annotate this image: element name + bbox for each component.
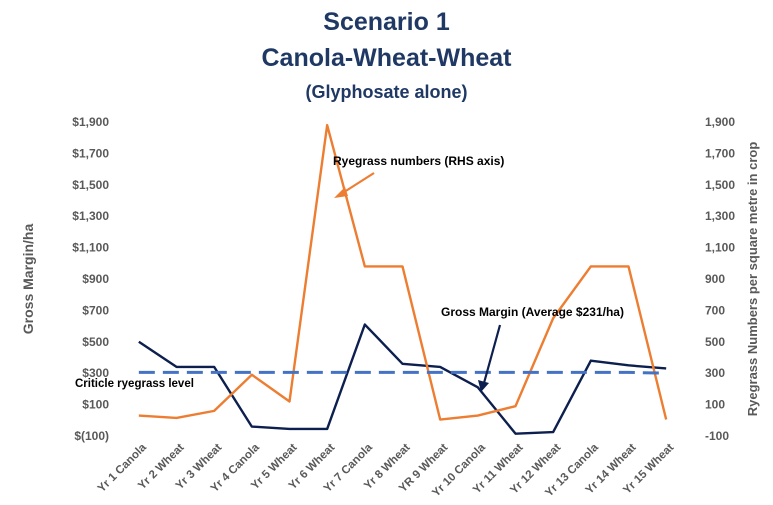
- right-tick-label: 1,700: [705, 146, 735, 160]
- gross-margin-annotation-label: Gross Margin (Average $231/ha): [441, 305, 624, 319]
- gross-margin-annotation-arrow-line: [482, 324, 502, 384]
- ryegrass-annotation-label: Ryegrass numbers (RHS axis): [333, 154, 504, 168]
- ryegrass-numbers-line: [138, 123, 668, 421]
- right-tick-label: 100: [705, 398, 725, 412]
- critical-level-label: Criticle ryegrass level: [75, 378, 194, 390]
- right-tick-label: 300: [705, 366, 725, 380]
- left-tick-label: $700: [82, 303, 109, 317]
- left-axis-title: Gross Margin/ha: [20, 224, 36, 335]
- chart-title-line-2: Canola-Wheat-Wheat: [261, 44, 512, 72]
- left-tick-label: $1,500: [72, 178, 109, 192]
- left-tick-label: $100: [82, 398, 109, 412]
- left-tick-label: $300: [82, 366, 109, 380]
- right-tick-label: 700: [705, 303, 725, 317]
- criticle-ryegrass-level-line: [138, 370, 667, 375]
- right-axis-title: Ryegrass Numbers per square metre in cro…: [745, 142, 760, 417]
- left-tick-label: $(100): [74, 429, 109, 443]
- right-tick-label: -100: [705, 429, 729, 443]
- left-tick-label: $1,300: [72, 209, 109, 223]
- right-tick-label: 500: [705, 335, 725, 349]
- right-tick-label: 1,100: [705, 241, 735, 255]
- right-tick-label: 1,300: [705, 209, 735, 223]
- left-tick-label: $1,700: [72, 146, 109, 160]
- right-tick-label: 1,900: [705, 115, 735, 129]
- left-tick-label: $500: [82, 335, 109, 349]
- left-tick-label: $1,100: [72, 241, 109, 255]
- chart-title-line-1: Scenario 1: [323, 8, 450, 36]
- chart-subtitle: (Glyphosate alone): [305, 82, 468, 102]
- left-tick-label: $1,900: [72, 115, 109, 129]
- ryegrass-annotation-arrow-head: [334, 187, 348, 198]
- gross-margin-line: [138, 323, 667, 435]
- gross-margin-annotation-arrow-head: [478, 380, 489, 392]
- right-tick-label: 1,500: [705, 178, 735, 192]
- left-tick-label: $900: [82, 272, 109, 286]
- ryegrass-annotation-arrow-line: [340, 172, 375, 195]
- right-tick-label: 900: [705, 272, 725, 286]
